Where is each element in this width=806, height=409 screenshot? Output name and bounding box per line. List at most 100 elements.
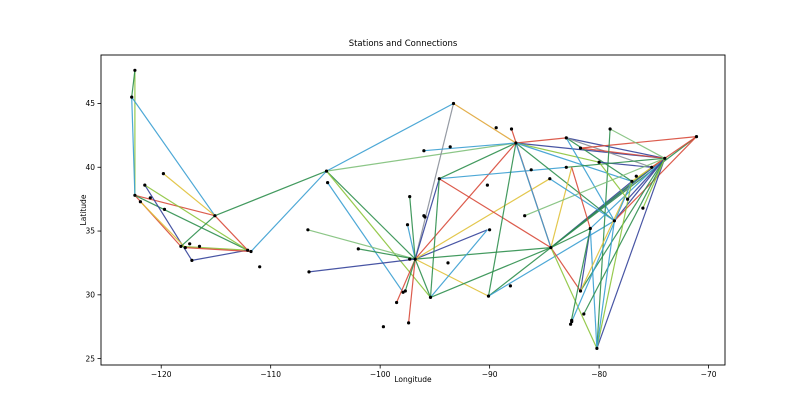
station-point-53 [595, 346, 599, 350]
connection-line-35 [404, 258, 416, 292]
connections-layer [131, 70, 697, 349]
connection-line-83 [596, 181, 633, 349]
station-point-17 [307, 270, 311, 274]
station-point-20 [326, 181, 330, 185]
station-point-66 [569, 322, 573, 326]
x-tick-label-5: −70 [701, 370, 717, 379]
connection-line-65 [566, 137, 665, 159]
station-point-69 [423, 215, 427, 219]
chart-title: Stations and Connections [349, 39, 458, 49]
station-point-11 [188, 242, 192, 246]
connection-line-26 [453, 102, 517, 144]
station-point-10 [190, 258, 194, 262]
connection-line-60 [550, 227, 591, 249]
x-axis-ticks: −120 −110 −100 −90 −80 −70 [151, 365, 717, 379]
connection-line-67 [565, 137, 615, 222]
connection-line-89 [566, 157, 665, 168]
y-tick-label-2: 35 [85, 227, 95, 236]
connection-line-11 [180, 245, 248, 251]
connection-line-84 [583, 158, 666, 315]
station-point-43 [529, 168, 533, 172]
connection-line-66 [565, 137, 633, 182]
connection-line-18 [326, 102, 454, 172]
connection-line-82 [596, 158, 666, 349]
station-point-58 [630, 179, 634, 183]
station-point-40 [494, 126, 498, 130]
station-point-26 [405, 223, 410, 227]
y-tick-label-0: 25 [85, 354, 95, 363]
station-point-64 [570, 318, 574, 322]
connection-line-70 [580, 136, 697, 149]
station-point-63 [641, 206, 645, 210]
station-point-45 [549, 246, 553, 250]
connection-line-48 [515, 137, 567, 144]
connection-line-44 [438, 178, 552, 249]
station-point-21 [356, 247, 360, 251]
station-point-60 [650, 165, 654, 169]
connection-line-2 [131, 97, 136, 196]
connection-line-4 [134, 194, 216, 217]
station-point-52 [588, 226, 592, 231]
connection-line-93 [571, 167, 591, 229]
station-point-16 [258, 265, 262, 269]
plot-frame [100, 54, 726, 366]
connection-line-90 [524, 157, 666, 217]
connection-line-40 [430, 229, 488, 298]
station-point-4 [143, 183, 147, 187]
station-point-13 [213, 214, 217, 218]
connection-line-81 [571, 181, 633, 322]
station-point-55 [608, 127, 612, 131]
station-point-30 [413, 257, 417, 261]
connection-line-76 [589, 157, 666, 229]
connection-line-15 [214, 215, 249, 251]
y-axis-ticks: 25 30 35 40 45 [85, 99, 101, 363]
connection-line-73 [596, 128, 611, 349]
connection-line-29 [415, 247, 551, 260]
station-point-32 [422, 149, 426, 153]
connection-line-95 [596, 220, 615, 349]
connection-line-80 [579, 181, 633, 292]
station-point-29 [408, 195, 412, 199]
connection-line-72 [609, 128, 666, 159]
station-point-67 [508, 284, 512, 288]
stations-layer [130, 68, 699, 350]
connection-line-61 [550, 247, 581, 292]
station-point-0 [133, 68, 137, 72]
connection-line-30 [414, 178, 440, 260]
connection-line-51 [515, 142, 600, 163]
connection-line-39 [414, 178, 551, 260]
station-point-59 [634, 174, 638, 178]
station-point-27 [407, 321, 411, 325]
connection-line-27 [414, 103, 455, 260]
connection-line-13 [191, 249, 248, 261]
station-point-1 [130, 95, 134, 99]
station-point-34 [437, 177, 441, 181]
station-point-44 [523, 214, 527, 218]
y-tick-label-3: 40 [85, 163, 95, 172]
station-point-8 [179, 244, 183, 248]
connection-line-33 [396, 258, 416, 303]
connection-line-31 [414, 258, 489, 297]
connection-line-10 [163, 173, 216, 217]
station-point-22 [381, 325, 385, 329]
connection-line-12 [180, 215, 216, 247]
x-tick-label-0: −120 [151, 370, 172, 379]
connection-line-87 [627, 157, 666, 200]
connection-line-37 [414, 229, 488, 260]
station-point-15 [249, 249, 253, 254]
connection-line-52 [487, 142, 517, 297]
connection-line-62 [550, 247, 598, 349]
connection-line-92 [598, 161, 629, 200]
connection-line-19 [326, 170, 416, 260]
station-point-2 [133, 193, 137, 197]
connection-line-69 [580, 147, 665, 159]
connection-line-46 [423, 142, 516, 152]
connection-line-55 [488, 247, 552, 297]
x-tick-label-1: −110 [260, 370, 281, 379]
connection-line-88 [642, 158, 666, 209]
station-point-25 [403, 289, 407, 293]
connection-line-16 [214, 170, 327, 217]
connection-line-34 [408, 259, 416, 323]
connection-line-20 [326, 170, 431, 298]
